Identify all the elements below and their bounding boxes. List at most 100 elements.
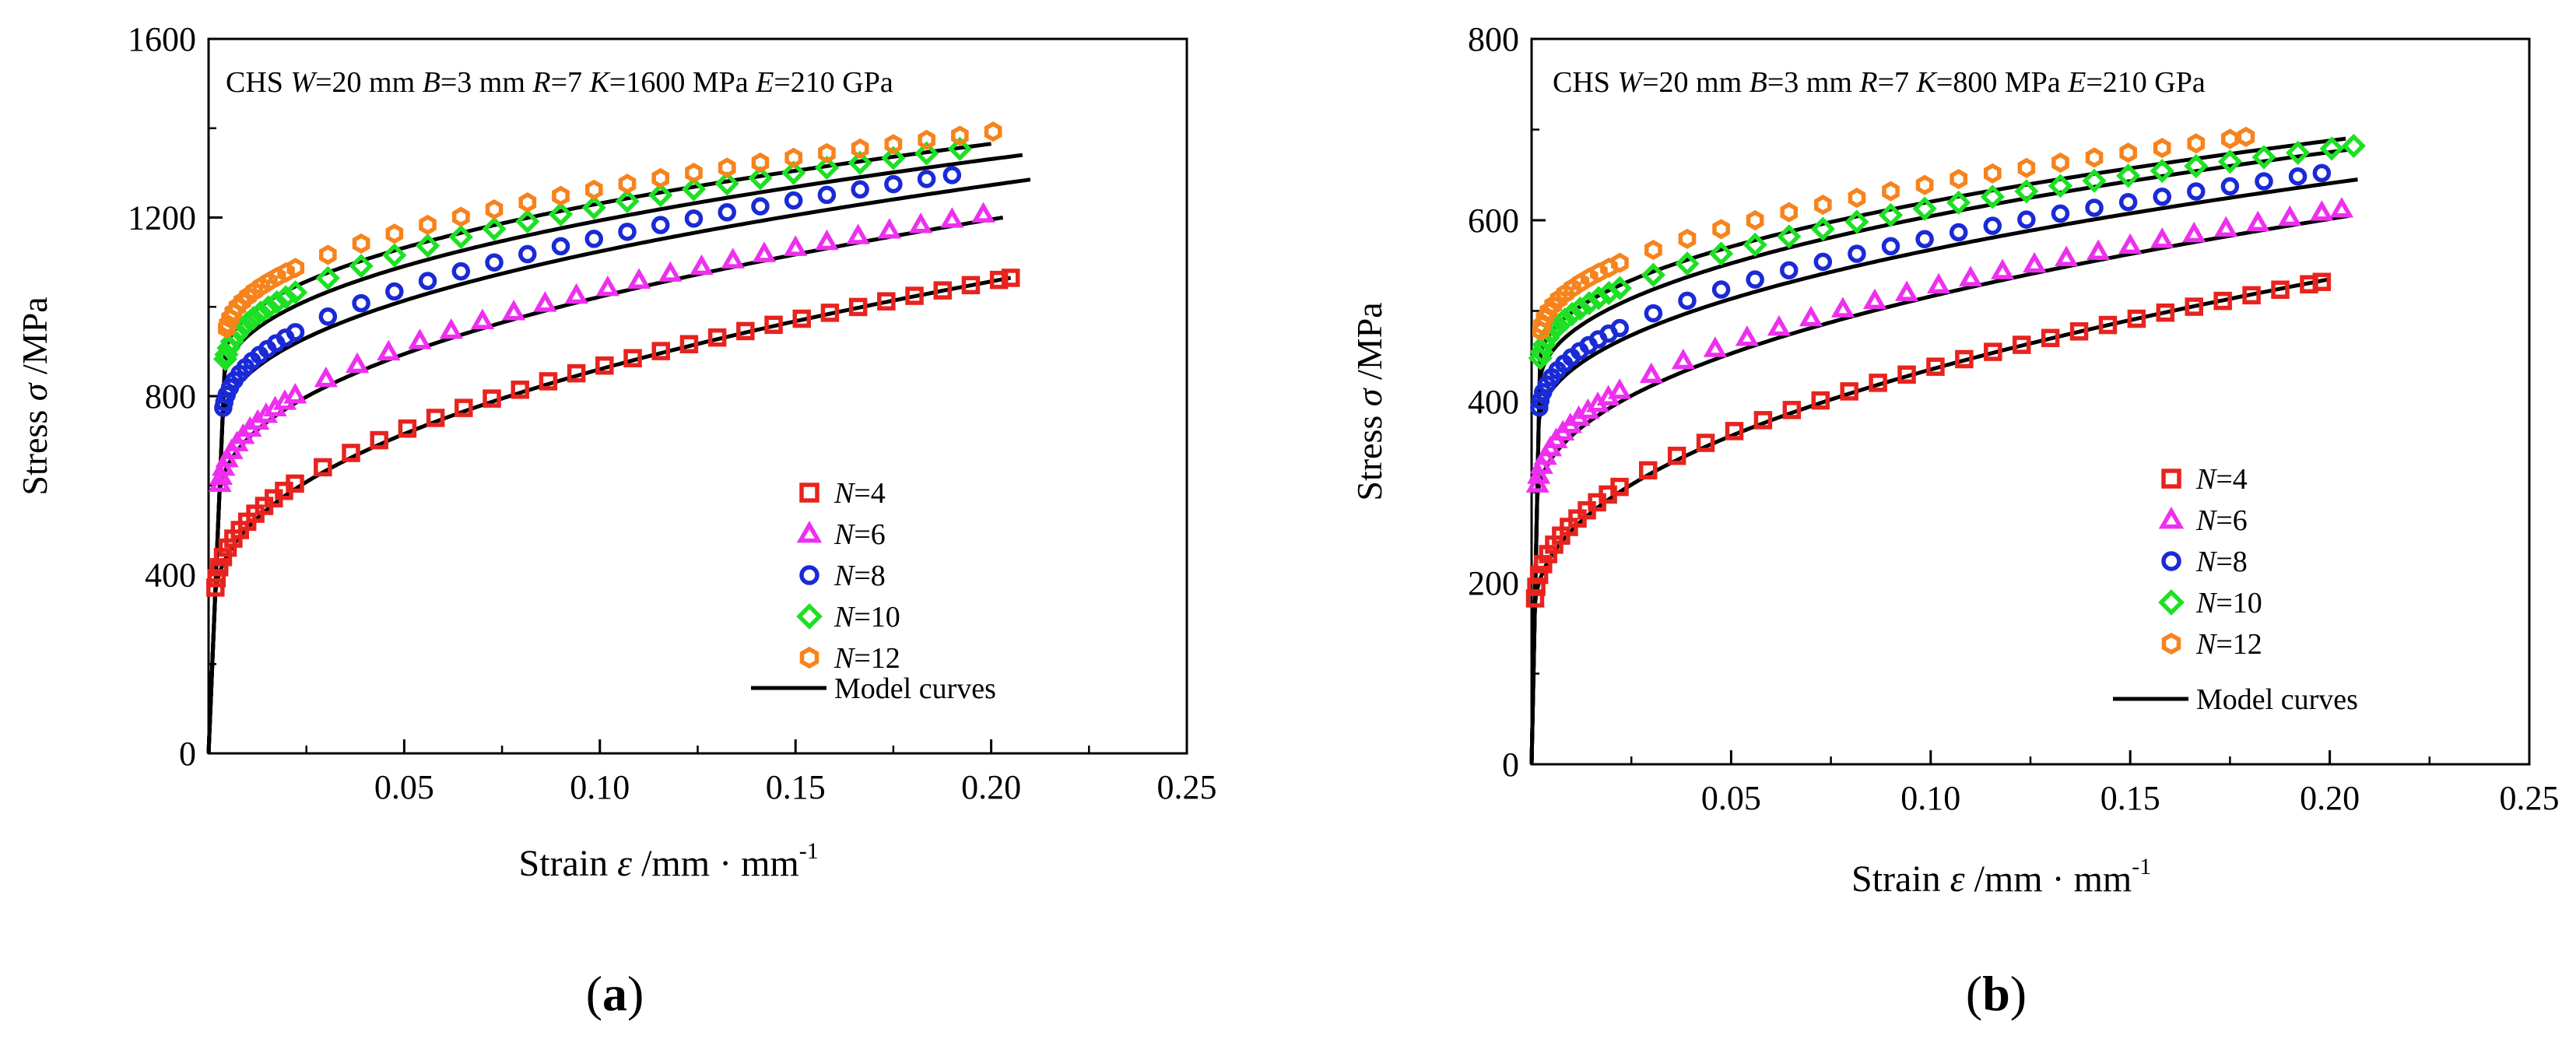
panel-a-data-point: [398, 419, 417, 438]
panel-a-data-point: [651, 167, 670, 189]
panel-a-data-point: [451, 206, 470, 227]
panel-b-data-point: [1696, 434, 1715, 452]
panel-a-data-point: [623, 349, 642, 367]
panel-a-data-point: [748, 166, 773, 191]
panel-a-data-point: [718, 157, 736, 178]
panel-b-model-curve: [1529, 147, 2350, 765]
panel-b-series-N6: [1525, 197, 2354, 493]
panel-b-data-point: [1980, 184, 2005, 209]
panel-b-data-point: [1915, 174, 1934, 195]
panel-a-data-point: [252, 276, 271, 297]
panel-b-data-point: [1580, 267, 1599, 288]
panel-a-data-point: [451, 262, 471, 281]
panel-b-legend-label: N=12: [2195, 628, 2262, 661]
panel-a-legend-label: N=10: [834, 601, 900, 634]
panel-a-data-point: [286, 258, 305, 279]
panel-a-data-point: [483, 389, 501, 408]
panel-a-data-point: [648, 183, 673, 208]
panel-b-model-curve: [1529, 213, 2350, 765]
panel-b-data-point: [1644, 240, 1662, 261]
panel-a-plot-frame: [207, 37, 1188, 755]
panel-b-data-point: [2242, 286, 2261, 305]
panel-b-data-point: [2051, 204, 2070, 223]
panel-a-data-point: [942, 166, 962, 184]
panel-b-data-point: [2150, 227, 2174, 248]
panel-b-y-tick-label: 600: [1468, 202, 1519, 240]
panel-a-data-point: [877, 218, 901, 239]
panel-a-data-point: [933, 281, 953, 300]
panel-b-data-point: [2220, 177, 2240, 196]
panel-b-data-point: [1531, 391, 1550, 410]
panel-b-data-point: [2182, 221, 2206, 243]
panel-a-data-point: [485, 253, 504, 272]
panel-a-data-point: [245, 281, 264, 302]
panel-a-data-point: [815, 229, 839, 251]
panel-a-data-point: [248, 300, 273, 325]
panel-a-data-point: [518, 244, 537, 264]
panel-b-data-point: [1539, 301, 1557, 322]
panel-a-data-point: [345, 352, 370, 374]
panel-b-data-point: [1560, 301, 1585, 327]
panel-b-annotation: CHS W=20 mm B=3 mm R=7 K=800 MPa E=210 G…: [1553, 66, 2206, 99]
panel-b-data-point: [2017, 157, 2036, 178]
panel-a-data-point: [548, 202, 574, 226]
panel-a-data-point: [595, 356, 614, 375]
panel-a-data-point: [552, 185, 570, 206]
panel-b-x-tick-label: 0.10: [1900, 779, 1960, 817]
panel-b-data-point: [1926, 272, 1951, 294]
panel-a-data-point: [426, 409, 445, 427]
panel-b-data-point: [1590, 262, 1608, 283]
panel-b-data-point: [1571, 272, 1590, 293]
panel-b-data-point: [1767, 315, 1792, 336]
panel-b-data-point: [1667, 446, 1686, 465]
panel-b-data-point: [1638, 461, 1658, 480]
panel-a-data-point: [286, 323, 305, 342]
panel-b-data-point: [1844, 209, 1869, 234]
panel-b-y-tick-label: 200: [1468, 564, 1519, 602]
panel-b-data-point: [1746, 210, 1764, 231]
panel-a-data-point: [448, 224, 473, 250]
panel-b-series-N4: [1525, 272, 2332, 608]
panel-a-data-point: [518, 192, 537, 213]
panel-b-data-point: [2127, 309, 2146, 328]
panel-a-data-point: [736, 321, 755, 341]
panel-a-data-point: [283, 383, 307, 404]
panel-a-data-point: [206, 578, 225, 597]
panel-b-data-point: [1577, 291, 1602, 316]
panel-a-legend-label: N=4: [834, 477, 886, 510]
panel-a-data-point: [820, 304, 840, 322]
panel-b-data-point: [1644, 304, 1663, 323]
panel-b-data-point: [1711, 280, 1731, 299]
panel-b-data-point: [2119, 142, 2137, 163]
panel-a-x-tick-label: 0.15: [766, 768, 826, 806]
panel-a-data-point: [752, 241, 777, 262]
panel-a-data-point: [884, 174, 903, 194]
panel-b-data-point: [1742, 232, 1767, 258]
panel-a-annotation: CHS W=20 mm B=3 mm R=7 K=1600 MPa E=210 …: [226, 66, 893, 99]
panel-b-legend-marker-hexagon: [2161, 632, 2181, 655]
panel-a-data-point: [877, 292, 896, 311]
panel-a-data-point: [961, 276, 981, 295]
panel-b-data-point: [1608, 378, 1632, 399]
panel-b-data-point: [2214, 216, 2238, 237]
panel-a-x-tick-label: 0.20: [961, 768, 1021, 806]
panel-a-data-point: [260, 271, 278, 292]
panel-a-data-point: [626, 268, 651, 289]
panel-b-data-point: [1639, 362, 1663, 384]
panel-b-data-point: [1955, 349, 1974, 369]
panel-b-data-point: [2312, 163, 2332, 183]
panel-b-data-point: [1553, 307, 1578, 332]
panel-b-data-point: [2055, 245, 2079, 266]
panel-a-data-point: [314, 367, 338, 388]
panel-a-data-point: [470, 308, 495, 330]
panel-b-data-point: [1567, 296, 1593, 321]
panel-b-data-point: [1881, 237, 1900, 256]
panel-a-data-point: [615, 188, 640, 214]
panel-b-data-point: [2014, 179, 2039, 204]
panel-b-legend: N=4 N=6 N=8 N=10 N=12 Model curves: [2113, 463, 2358, 716]
panel-a-x-tick-label: 0.05: [374, 768, 434, 806]
panel-b-legend-marker-triangle: [2158, 506, 2185, 529]
panel-b-data-point: [1780, 261, 1799, 280]
panel-b-legend-marker-circle: [2161, 551, 2181, 571]
